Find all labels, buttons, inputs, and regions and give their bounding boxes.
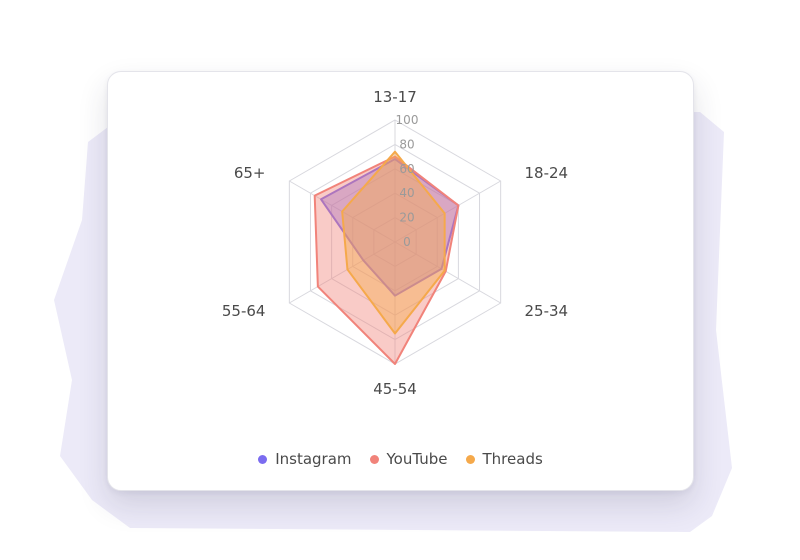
axis-label: 18-24 xyxy=(525,164,569,182)
tick-label: 60 xyxy=(399,162,414,176)
axis-label: 65+ xyxy=(234,164,266,182)
series-area-threads xyxy=(341,150,446,335)
tick-label: 100 xyxy=(396,113,419,127)
tick-label: 20 xyxy=(399,211,414,225)
tick-label: 80 xyxy=(399,137,414,151)
series-area-youtube xyxy=(313,155,460,365)
legend-label: Threads xyxy=(482,450,543,468)
legend-item-instagram[interactable]: Instagram xyxy=(258,450,352,468)
legend-dot-icon xyxy=(258,454,268,464)
legend-item-threads[interactable]: Threads xyxy=(465,450,543,468)
legend-label: YouTube xyxy=(386,450,448,468)
legend-dot-icon xyxy=(465,454,475,464)
legend-dot-icon xyxy=(369,454,379,464)
grid-spoke xyxy=(289,241,396,304)
grid-spoke xyxy=(394,180,501,243)
radar-axis-labels: 13-17 18-24 25-34 45-54 55-64 65+ xyxy=(222,88,568,398)
chart-card: 0 20 40 60 80 100 13-17 18-24 25-34 45-54 55-64 65… xyxy=(107,71,694,491)
radar-chart: 0 20 40 60 80 100 13-17 18-24 25-34 45-54 55-64 65… xyxy=(222,88,568,398)
axis-label: 25-34 xyxy=(525,302,569,320)
tick-label: 40 xyxy=(399,186,414,200)
radar-ticks: 0 20 40 60 80 100 xyxy=(396,113,419,249)
axis-label: 13-17 xyxy=(373,88,417,106)
tick-label: 0 xyxy=(403,235,411,249)
axis-label: 55-64 xyxy=(222,302,266,320)
axis-label: 45-54 xyxy=(373,380,417,398)
legend-label: Instagram xyxy=(275,450,352,468)
legend-item-youtube[interactable]: YouTube xyxy=(369,450,448,468)
radar-series xyxy=(313,150,460,365)
chart-legend: Instagram YouTube Threads xyxy=(108,450,693,468)
grid-spoke xyxy=(394,241,501,304)
